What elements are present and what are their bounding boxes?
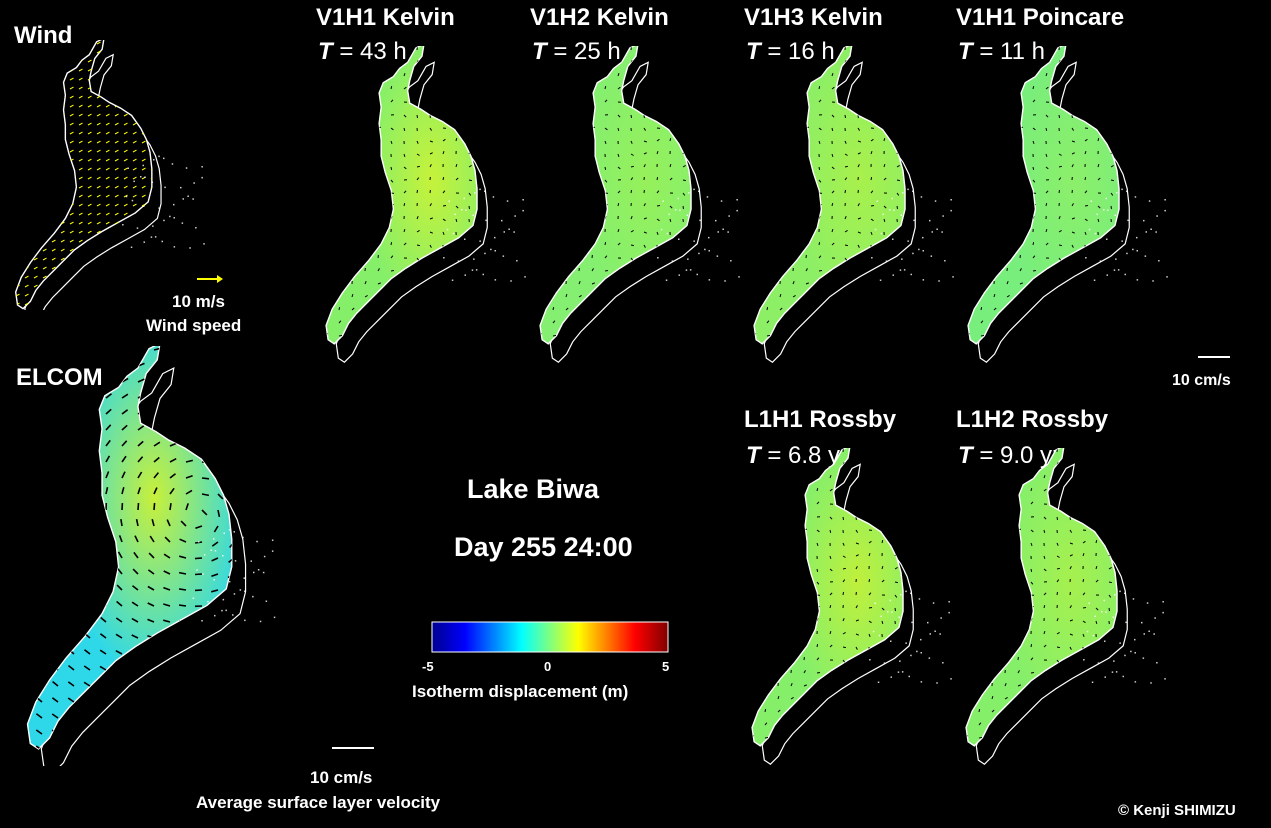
mode-title-v1h3-kelvin: V1H3 Kelvin xyxy=(744,4,883,31)
elcom-velocity-scale-bar xyxy=(332,747,374,749)
copyright-credit: © Kenji SHIMIZU xyxy=(1118,802,1236,819)
colorbar-tick-zero: 0 xyxy=(544,659,552,674)
wind-reference-arrow xyxy=(197,275,223,283)
wind-lake-map xyxy=(12,40,222,310)
timestamp: Day 255 24:00 xyxy=(454,532,633,562)
mode-velocity-scale-label: 10 cm/s xyxy=(1172,372,1231,389)
mode-title-v1h1-poincare: V1H1 Poincare xyxy=(956,4,1125,31)
mode-map-l1h1-rossby xyxy=(748,448,978,778)
colorbar-tick-min: -5 xyxy=(422,659,434,674)
elcom-lake-map xyxy=(22,346,342,766)
elcom-title: ELCOM xyxy=(16,364,103,391)
wind-title: Wind xyxy=(14,22,73,49)
mode-period-v1h2-kelvin: T = 25 h xyxy=(532,38,621,65)
wind-reference-speed: 10 m/s xyxy=(172,292,225,311)
mode-title-v1h1-kelvin: V1H1 Kelvin xyxy=(316,4,455,31)
colorbar-label: Isotherm displacement (m) xyxy=(412,682,629,701)
elcom-velocity-scale-label: 10 cm/s xyxy=(310,768,373,787)
mode-map-v1h2-kelvin xyxy=(536,46,766,376)
colorbar-tick-max: 5 xyxy=(662,659,670,674)
mode-map-v1h1-poincare xyxy=(964,46,1194,376)
mode-velocity-scale-bar xyxy=(1198,356,1230,358)
mode-period-v1h1-poincare: T = 11 h xyxy=(958,38,1045,65)
mode-title-l1h2-rossby: L1H2 Rossby xyxy=(956,406,1109,433)
velocity-caption: Average surface layer velocity xyxy=(196,793,441,812)
wind-reference-label: Wind speed xyxy=(146,316,242,335)
mode-title-v1h2-kelvin: V1H2 Kelvin xyxy=(530,4,669,31)
mode-period-v1h1-kelvin: T = 43 h xyxy=(318,38,407,65)
lake-name: Lake Biwa xyxy=(467,474,600,504)
isotherm-colorbar xyxy=(431,621,669,653)
mode-title-l1h1-rossby: L1H1 Rossby xyxy=(744,406,897,433)
mode-period-v1h3-kelvin: T = 16 h xyxy=(746,38,835,65)
mode-map-v1h3-kelvin xyxy=(750,46,980,376)
mode-map-v1h1-kelvin xyxy=(322,46,552,376)
mode-map-l1h2-rossby xyxy=(962,448,1192,778)
